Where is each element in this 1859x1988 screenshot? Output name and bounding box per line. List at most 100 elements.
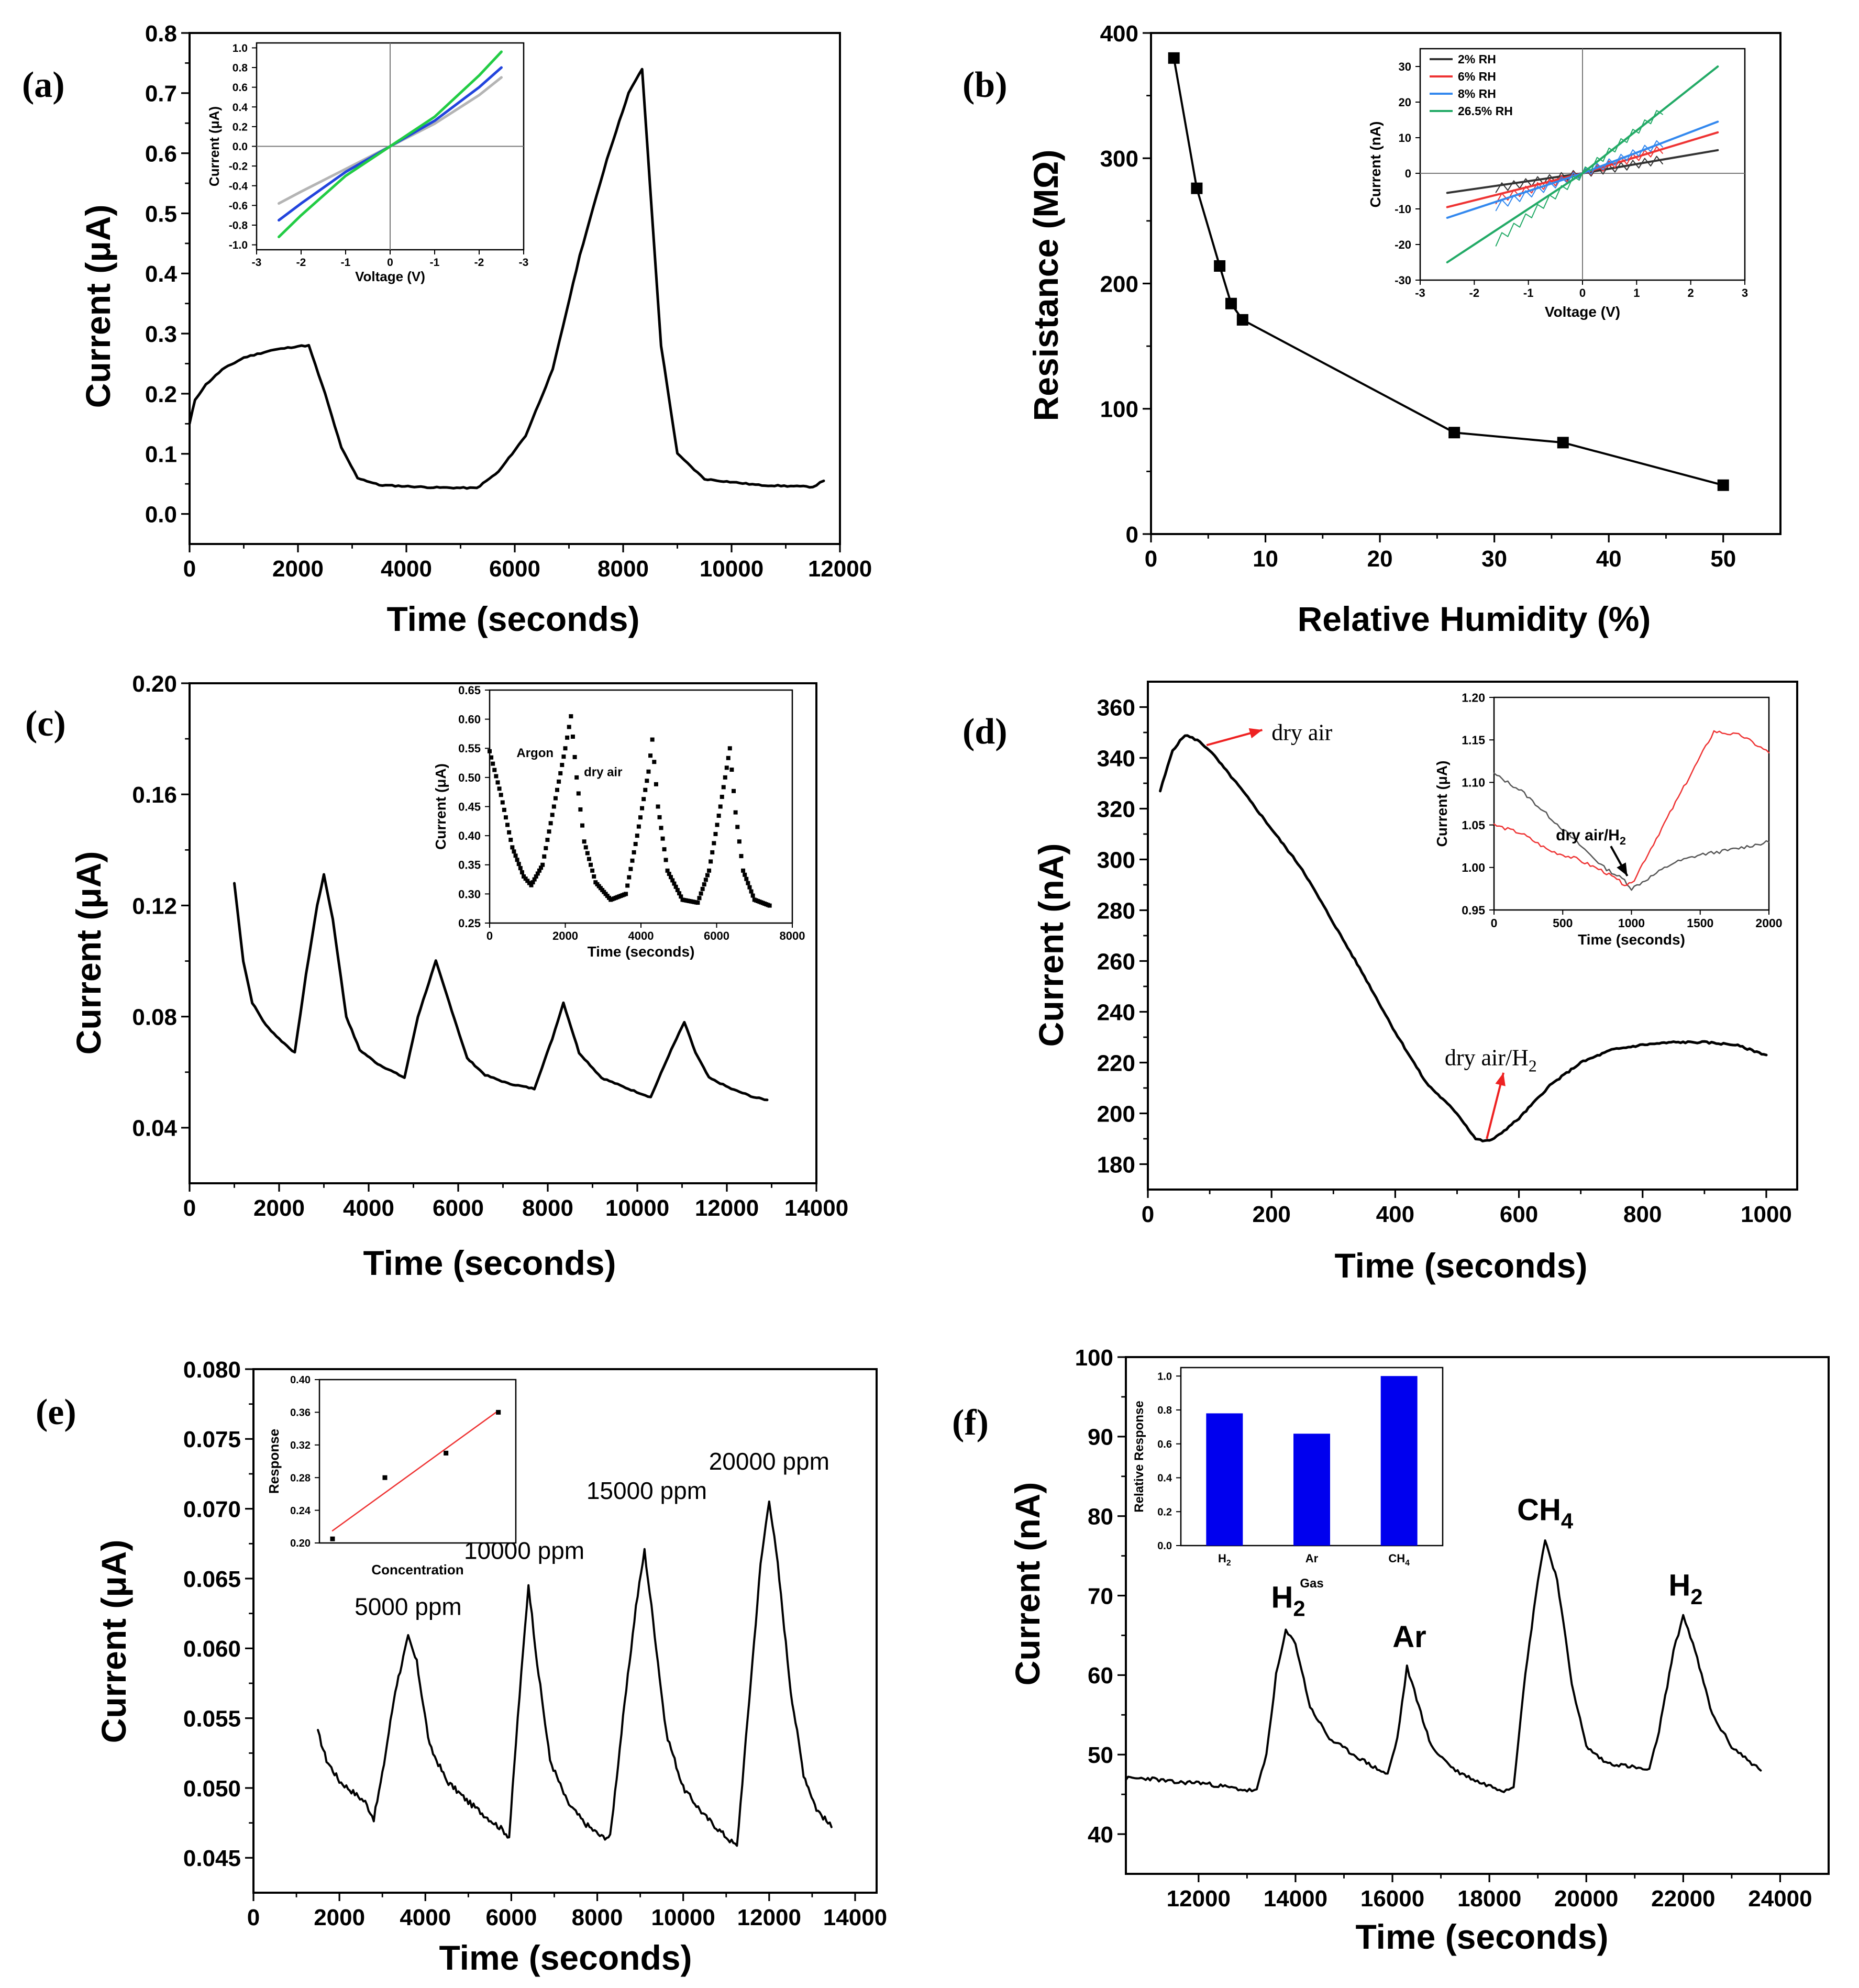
panel-c-inset-point: [667, 872, 671, 876]
panel-e-inset-point: [444, 1450, 449, 1456]
panel-c-inset-point: [565, 735, 570, 740]
panel-b-inset-legend-label: 26.5% RH: [1458, 104, 1513, 118]
panel-e-x-tick-label: 8000: [572, 1905, 623, 1930]
panel-a-inset-x-title: Voltage (V): [355, 269, 425, 284]
panel-e-x-tick-label: 2000: [314, 1905, 365, 1930]
panel-f-inset-bar: [1293, 1434, 1330, 1546]
panel-e-inset-y-tick-label: 0.20: [290, 1538, 311, 1549]
panel-d-inset-annotation-main: dry air/H: [1556, 827, 1620, 844]
panel-f-x-tick-label: 12000: [1167, 1886, 1231, 1912]
panel-c-inset-point: [510, 845, 515, 850]
x-axis-title-b: Relative Humidity (%): [1298, 599, 1651, 638]
panel-c-inset-point: [570, 735, 575, 739]
panel-a-x-tick-label: 12000: [808, 556, 872, 582]
panel-b-data-marker: [1557, 437, 1569, 449]
panel-b-inset-y-tick-label: 0: [1405, 167, 1411, 180]
panel-b-x-tick-label: 40: [1596, 546, 1622, 572]
panel-a-x-tick-label: 8000: [597, 556, 649, 582]
panel-c-inset-y-tick-label: 0.50: [458, 771, 481, 784]
panel-c-inset-point: [703, 878, 708, 882]
panel-c-inset-point: [646, 769, 651, 774]
panel-c-inset-y-tick-label: 0.55: [458, 742, 481, 755]
panel-a: (a) Time (seconds) Current (μA) 0 2000 400…: [22, 21, 872, 638]
panel-c-inset-point: [727, 746, 732, 751]
panel-c-x-tick-label: 4000: [343, 1195, 394, 1221]
panel-c-x-tick-label: 0: [183, 1195, 196, 1221]
panel-b-inset-series-noise: [1495, 140, 1663, 212]
panel-c-inset-point: [737, 839, 742, 844]
panel-c-x-tick-label: 12000: [695, 1195, 759, 1221]
panel-f-y-tick-label: 50: [1088, 1742, 1113, 1768]
panel-e-current-line: [317, 1500, 833, 1847]
panel-c-inset-point: [592, 874, 596, 879]
panel-c-y-tick-label: 0.16: [132, 782, 177, 808]
panel-c-inset-point: [499, 793, 503, 797]
panel-f-x-tick-label: 20000: [1554, 1886, 1618, 1912]
panel-c-inset-point: [718, 804, 723, 809]
panel-c-inset-point: [580, 823, 585, 828]
panel-c-inset-point: [729, 768, 734, 772]
panel-c-inset-y-tick-label: 0.40: [458, 829, 481, 842]
y-axis-title-e: Current (μA): [94, 1540, 133, 1743]
panel-b-y-tick-label: 100: [1100, 397, 1138, 423]
panel-c-inset-point: [707, 868, 712, 873]
panel-c-x-tick-label: 8000: [522, 1195, 573, 1221]
panel-b-data-marker: [1168, 52, 1180, 64]
panel-a-y-tick-label: 0.2: [145, 382, 177, 407]
panel-e-inset-y-tick-label: 0.32: [290, 1440, 311, 1451]
panel-c-inset-point: [663, 858, 668, 862]
panel-a-inset-y-tick-label: 0.8: [233, 62, 248, 74]
panel-c-current-line: [233, 873, 769, 1102]
panel-a-inset-x-tick-label: -1: [430, 257, 440, 269]
panel-c-inset-point: [657, 815, 662, 819]
panel-c-inset-y-tick-label: 0.45: [458, 800, 481, 813]
panel-label-c: (c): [25, 704, 66, 744]
panel-c-inset-point: [578, 807, 583, 812]
panel-c-inset-point: [576, 791, 581, 796]
panel-a-inset-y-tick-label: 0.2: [233, 121, 248, 133]
panel-a-x-tick-label: 2000: [272, 556, 324, 582]
panel-c-inset-point: [665, 868, 670, 873]
panel-c-inset-point: [508, 838, 513, 842]
panel-d-x-tick-label: 200: [1252, 1202, 1290, 1227]
panel-c-inset-x-title: Time (seconds): [588, 943, 695, 960]
panel-c-inset-point: [537, 868, 541, 873]
panel-d-annotation-dry-air-h2: dry air/H2: [1445, 1045, 1537, 1075]
panel-c-inset-point: [544, 846, 548, 850]
panel-f-y-tick-label: 70: [1088, 1583, 1113, 1609]
panel-e-inset-y-tick-label: 0.40: [290, 1374, 311, 1386]
panel-c-inset-point: [656, 804, 660, 809]
panel-c-inset-point: [502, 807, 506, 812]
panel-c-inset-point: [767, 903, 772, 908]
panel-c-inset-y-tick-label: 0.65: [458, 684, 481, 697]
panel-b-x-tick-label: 0: [1145, 546, 1157, 572]
panel-c-inset-point: [572, 754, 577, 759]
panel-c-inset-point: [702, 882, 706, 887]
panel-c-inset-point: [716, 813, 721, 818]
panel-b-inset-y-tick-label: -30: [1395, 274, 1411, 287]
panel-c-inset-point: [491, 761, 495, 766]
panel-a-y-tick-label: 0.6: [145, 141, 177, 166]
panel-c-inset-point: [589, 862, 593, 867]
panel-c-inset-point: [582, 839, 587, 844]
panel-d-x-tick-label: 800: [1623, 1202, 1662, 1227]
panel-c-inset-point: [550, 813, 555, 817]
panel-c-inset-point: [635, 834, 639, 838]
panel-d-inset-y-tick-label: 1.15: [1462, 733, 1485, 747]
panel-a-inset-y-tick-label: -0.2: [229, 161, 248, 173]
panel-c-inset-point: [672, 881, 677, 886]
panel-f-gas-label-main: CH: [1517, 1493, 1561, 1527]
panel-c-x-tick-label: 6000: [433, 1195, 484, 1221]
panel-a-x-tick-label: 0: [183, 556, 196, 582]
panel-a-inset-y-title: Current (μA): [206, 106, 222, 186]
panel-c-inset-point: [640, 806, 645, 810]
panel-c-inset-point: [723, 775, 727, 780]
panel-d-inset-y-tick-label: 1.10: [1462, 776, 1485, 790]
panel-c-inset-point: [662, 847, 667, 852]
panel-f-x-tick-label: 14000: [1264, 1886, 1327, 1912]
panel-e-plot-frame: [252, 1368, 878, 1894]
panel-c-inset-point: [625, 883, 630, 888]
panel-c-inset-point: [507, 830, 512, 835]
